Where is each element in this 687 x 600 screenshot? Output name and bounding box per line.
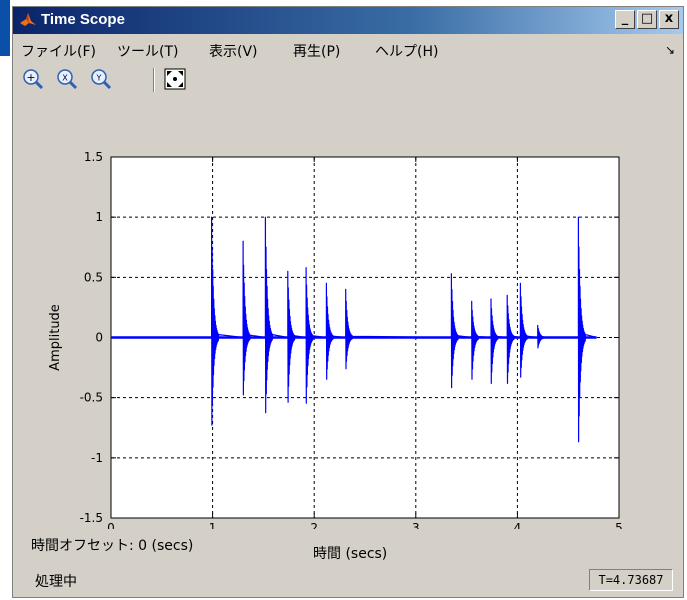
- minimize-button[interactable]: _: [615, 10, 635, 29]
- y-tick-label: -1: [91, 451, 103, 465]
- scope-plot[interactable]: 0 1 2 3 4 5 1.5 1 0.5 0 -0.5 -1 -1.5 Amplitude: [13, 99, 685, 529]
- matlab-logo-icon: [20, 13, 36, 26]
- zoom-x-icon[interactable]: X: [55, 67, 79, 91]
- x-axis-label: 時間 (secs): [313, 546, 388, 562]
- window-title: Time Scope: [41, 11, 125, 28]
- menu-help[interactable]: ヘルプ(H): [375, 44, 439, 60]
- close-button[interactable]: x: [659, 10, 679, 29]
- zoom-y-icon[interactable]: Y: [89, 67, 113, 91]
- x-tick-label: 0: [107, 521, 115, 529]
- desktop-accent-bar: [0, 0, 10, 56]
- menu-tools[interactable]: ツール(T): [117, 44, 179, 60]
- y-tick-label: 0: [95, 331, 103, 345]
- status-bar: 処理中 T=4.73687: [13, 567, 683, 597]
- toolbar: + X Y: [13, 65, 683, 95]
- zoom-in-glyph: +: [26, 71, 35, 84]
- status-time: T=4.73687: [589, 569, 673, 591]
- y-tick-label: -0.5: [80, 391, 103, 405]
- time-scope-window: Time Scope _ □ x ファイル(F) ツール(T) 表示(V) 再生…: [12, 6, 684, 598]
- x-tick-label: 2: [310, 521, 318, 529]
- zoom-y-glyph: Y: [96, 74, 102, 83]
- menu-view[interactable]: 表示(V): [209, 44, 258, 60]
- menu-bar: ファイル(F) ツール(T) 表示(V) 再生(P) ヘルプ(H) ↘: [13, 39, 683, 61]
- zoom-in-icon[interactable]: +: [21, 67, 45, 91]
- zoom-x-glyph: X: [62, 74, 68, 83]
- y-tick-label: 1.5: [84, 150, 103, 164]
- x-tick-label: 4: [514, 521, 522, 529]
- menu-file[interactable]: ファイル(F): [21, 44, 96, 60]
- autoscale-icon[interactable]: [163, 67, 187, 91]
- toolbar-separator: [153, 68, 155, 92]
- maximize-button[interactable]: □: [637, 10, 657, 29]
- title-bar[interactable]: Time Scope _ □ x: [13, 7, 683, 34]
- y-tick-label: 1: [95, 210, 103, 224]
- x-tick-label: 3: [412, 521, 420, 529]
- x-tick-label: 5: [615, 521, 623, 529]
- dock-arrow-icon[interactable]: ↘: [664, 43, 675, 57]
- status-processing: 処理中: [35, 574, 77, 590]
- y-tick-label: 0.5: [84, 270, 103, 284]
- y-axis-label: Amplitude: [48, 304, 63, 371]
- menu-playback[interactable]: 再生(P): [293, 44, 341, 60]
- time-offset-label: 時間オフセット: 0 (secs): [31, 538, 194, 554]
- y-tick-label: -1.5: [80, 511, 103, 525]
- x-tick-label: 1: [209, 521, 217, 529]
